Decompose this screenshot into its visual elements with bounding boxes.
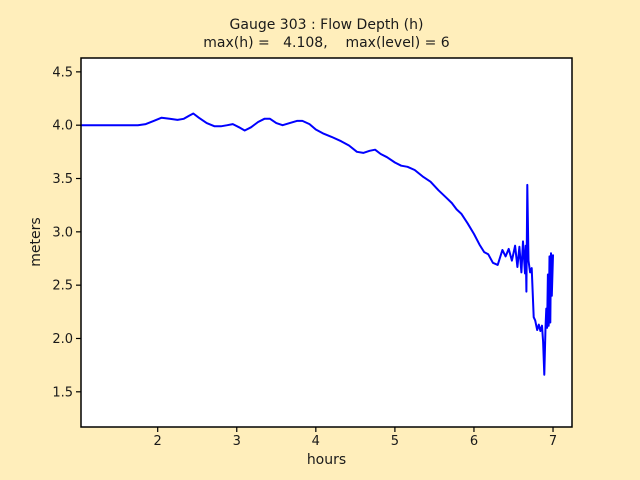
y-tick-label: 3.5 — [52, 172, 73, 187]
plot-background — [81, 58, 572, 427]
chart-title: Gauge 303 : Flow Depth (h) max(h) = 4.10… — [81, 16, 572, 52]
chart-title-line1: Gauge 303 : Flow Depth (h) — [229, 17, 424, 33]
x-tick-label: 7 — [549, 434, 557, 449]
y-tick-label: 4.5 — [52, 65, 73, 80]
x-tick-label: 2 — [154, 434, 162, 449]
x-tick-label: 4 — [312, 434, 320, 449]
y-tick-label: 1.5 — [52, 385, 73, 400]
x-tick-label: 6 — [470, 434, 478, 449]
y-tick-label: 2.5 — [52, 279, 73, 294]
y-axis-label: meters — [28, 217, 44, 267]
x-tick-label: 3 — [233, 434, 241, 449]
chart-title-line2: max(h) = 4.108, max(level) = 6 — [203, 35, 450, 51]
y-tick-label: 2.0 — [52, 332, 73, 347]
y-tick-label: 4.0 — [52, 119, 73, 134]
y-tick-label: 3.0 — [52, 225, 73, 240]
x-axis-label: hours — [306, 452, 347, 468]
plot-border — [80, 57, 573, 428]
x-tick-label: 5 — [391, 434, 399, 449]
flow-depth-line — [80, 112, 554, 376]
